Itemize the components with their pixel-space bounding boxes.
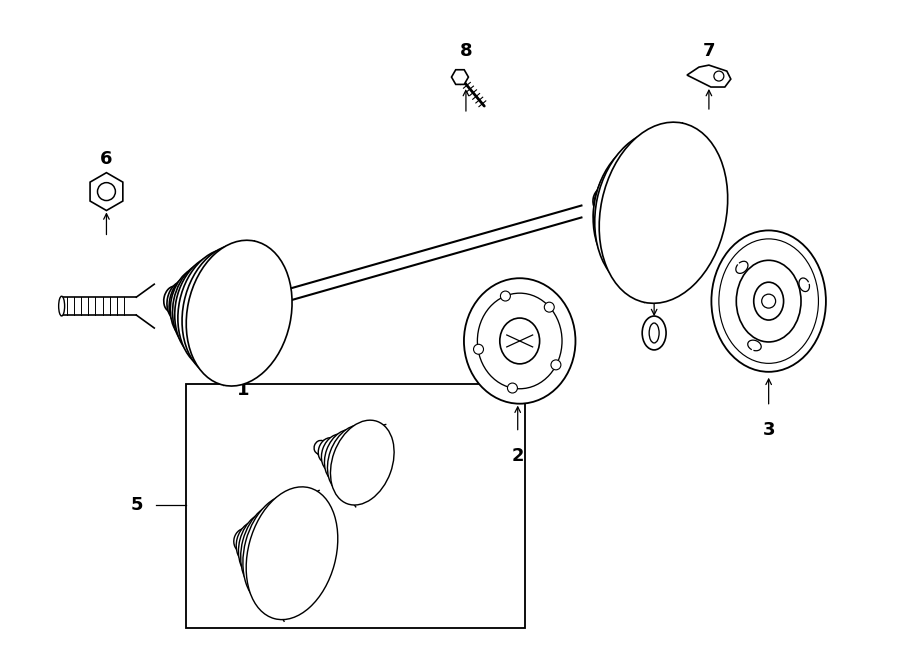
Circle shape bbox=[551, 360, 561, 370]
Ellipse shape bbox=[234, 529, 254, 552]
Polygon shape bbox=[687, 65, 731, 87]
Circle shape bbox=[500, 291, 510, 301]
Ellipse shape bbox=[649, 323, 659, 343]
Ellipse shape bbox=[58, 296, 65, 316]
Ellipse shape bbox=[186, 240, 292, 386]
Circle shape bbox=[761, 294, 776, 308]
Ellipse shape bbox=[593, 186, 617, 214]
Text: 5: 5 bbox=[130, 496, 143, 514]
Ellipse shape bbox=[319, 438, 339, 463]
Text: 1: 1 bbox=[237, 381, 249, 399]
Ellipse shape bbox=[736, 260, 801, 342]
Circle shape bbox=[508, 383, 518, 393]
Ellipse shape bbox=[477, 293, 562, 389]
Ellipse shape bbox=[314, 440, 327, 454]
Ellipse shape bbox=[164, 286, 182, 312]
Ellipse shape bbox=[595, 176, 635, 228]
Ellipse shape bbox=[170, 267, 225, 342]
Text: 6: 6 bbox=[100, 149, 112, 168]
Polygon shape bbox=[90, 173, 122, 210]
Ellipse shape bbox=[175, 254, 254, 361]
Circle shape bbox=[714, 71, 724, 81]
Ellipse shape bbox=[330, 420, 394, 505]
Text: 3: 3 bbox=[762, 420, 775, 439]
Text: 4: 4 bbox=[648, 255, 661, 273]
Bar bbox=[186, 384, 525, 628]
Text: 8: 8 bbox=[460, 42, 473, 60]
Circle shape bbox=[544, 302, 554, 312]
Ellipse shape bbox=[593, 139, 695, 278]
Ellipse shape bbox=[240, 503, 305, 593]
Circle shape bbox=[473, 344, 483, 354]
Polygon shape bbox=[61, 297, 136, 315]
Text: 7: 7 bbox=[703, 42, 716, 60]
Circle shape bbox=[97, 182, 115, 200]
Ellipse shape bbox=[243, 494, 322, 607]
Ellipse shape bbox=[500, 318, 540, 364]
Ellipse shape bbox=[711, 231, 826, 372]
Ellipse shape bbox=[599, 122, 728, 303]
Ellipse shape bbox=[594, 151, 675, 262]
Ellipse shape bbox=[594, 165, 655, 244]
Ellipse shape bbox=[247, 487, 338, 619]
Ellipse shape bbox=[182, 245, 280, 378]
Ellipse shape bbox=[178, 249, 267, 371]
Ellipse shape bbox=[321, 434, 353, 473]
Ellipse shape bbox=[753, 282, 784, 320]
Ellipse shape bbox=[236, 522, 271, 564]
Ellipse shape bbox=[595, 130, 713, 292]
Ellipse shape bbox=[169, 275, 210, 330]
Ellipse shape bbox=[643, 316, 666, 350]
Text: 2: 2 bbox=[511, 447, 524, 465]
Ellipse shape bbox=[166, 281, 195, 321]
Polygon shape bbox=[238, 206, 581, 315]
Ellipse shape bbox=[173, 261, 239, 352]
Ellipse shape bbox=[464, 278, 575, 404]
Ellipse shape bbox=[238, 512, 288, 579]
Ellipse shape bbox=[328, 425, 381, 494]
Ellipse shape bbox=[324, 430, 366, 484]
Polygon shape bbox=[452, 70, 468, 85]
